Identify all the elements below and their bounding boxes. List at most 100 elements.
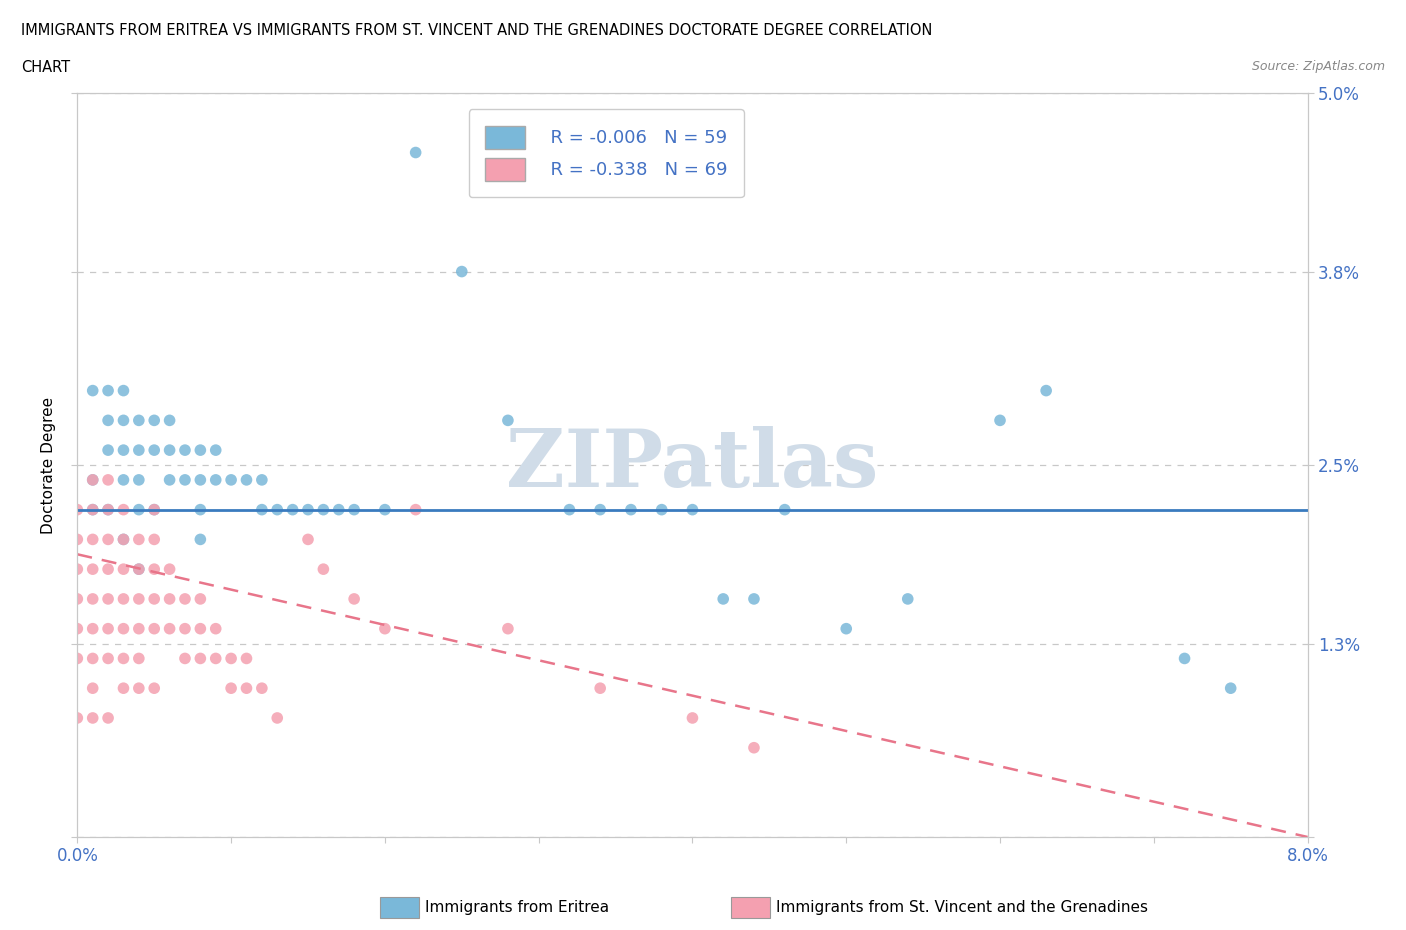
Point	[159, 472, 181, 487]
Point	[66, 562, 89, 577]
Point	[128, 591, 150, 606]
Point	[143, 443, 166, 458]
Text: IMMIGRANTS FROM ERITREA VS IMMIGRANTS FROM ST. VINCENT AND THE GRENADINES DOCTOR: IMMIGRANTS FROM ERITREA VS IMMIGRANTS FR…	[21, 23, 932, 38]
Point	[82, 532, 104, 547]
Point	[82, 502, 104, 517]
Point	[312, 562, 335, 577]
Point	[235, 651, 257, 666]
Point	[112, 383, 135, 398]
Point	[143, 532, 166, 547]
Point	[82, 681, 104, 696]
Point	[281, 502, 304, 517]
Point	[97, 413, 120, 428]
Point	[66, 651, 89, 666]
Point	[128, 621, 150, 636]
Point	[711, 591, 734, 606]
Point	[297, 532, 319, 547]
Text: Immigrants from Eritrea: Immigrants from Eritrea	[425, 900, 609, 915]
Point	[219, 681, 242, 696]
Point	[174, 621, 197, 636]
Point	[405, 145, 427, 160]
Point	[128, 562, 150, 577]
Point	[97, 502, 120, 517]
Point	[159, 621, 181, 636]
Point	[297, 502, 319, 517]
Point	[128, 413, 150, 428]
Point	[250, 472, 273, 487]
Point	[97, 711, 120, 725]
Point	[496, 413, 519, 428]
Point	[66, 532, 89, 547]
Point	[128, 532, 150, 547]
Point	[82, 562, 104, 577]
Point	[82, 621, 104, 636]
Point	[374, 502, 396, 517]
Point	[66, 502, 89, 517]
Point	[159, 562, 181, 577]
Point	[174, 651, 197, 666]
Point	[190, 532, 212, 547]
Point	[773, 502, 796, 517]
Point	[190, 651, 212, 666]
Point	[190, 621, 212, 636]
Point	[97, 621, 120, 636]
Point	[82, 591, 104, 606]
Y-axis label: Doctorate Degree: Doctorate Degree	[41, 396, 56, 534]
Point	[128, 681, 150, 696]
Point	[82, 472, 104, 487]
Point	[112, 532, 135, 547]
Text: Source: ZipAtlas.com: Source: ZipAtlas.com	[1251, 60, 1385, 73]
Point	[328, 502, 350, 517]
Point	[82, 472, 104, 487]
Point	[374, 621, 396, 636]
Point	[97, 443, 120, 458]
Point	[190, 443, 212, 458]
Point	[312, 502, 335, 517]
Text: Immigrants from St. Vincent and the Grenadines: Immigrants from St. Vincent and the Gren…	[776, 900, 1149, 915]
Point	[174, 472, 197, 487]
Point	[835, 621, 858, 636]
Point	[266, 502, 288, 517]
Point	[250, 502, 273, 517]
Point	[82, 711, 104, 725]
Point	[82, 502, 104, 517]
Point	[1035, 383, 1057, 398]
Point	[204, 621, 226, 636]
Point	[143, 591, 166, 606]
Point	[190, 502, 212, 517]
Point	[450, 264, 472, 279]
Point	[204, 651, 226, 666]
Point	[112, 681, 135, 696]
Point	[112, 591, 135, 606]
Text: CHART: CHART	[21, 60, 70, 75]
Point	[112, 502, 135, 517]
Point	[174, 591, 197, 606]
Point	[128, 502, 150, 517]
Legend:   R = -0.006   N = 59,   R = -0.338   N = 69: R = -0.006 N = 59, R = -0.338 N = 69	[468, 110, 744, 197]
Point	[589, 502, 612, 517]
Point	[204, 443, 226, 458]
Point	[235, 681, 257, 696]
Point	[66, 591, 89, 606]
Point	[558, 502, 581, 517]
Text: ZIPatlas: ZIPatlas	[506, 426, 879, 504]
Point	[405, 502, 427, 517]
Point	[97, 472, 120, 487]
Point	[343, 591, 366, 606]
Point	[97, 591, 120, 606]
Point	[174, 443, 197, 458]
Point	[112, 532, 135, 547]
Point	[190, 472, 212, 487]
Point	[97, 651, 120, 666]
Point	[620, 502, 643, 517]
Point	[190, 591, 212, 606]
Point	[159, 591, 181, 606]
Point	[128, 443, 150, 458]
Point	[143, 681, 166, 696]
Point	[742, 591, 765, 606]
Point	[343, 502, 366, 517]
Point	[112, 621, 135, 636]
Point	[143, 621, 166, 636]
Point	[66, 711, 89, 725]
Point	[112, 443, 135, 458]
